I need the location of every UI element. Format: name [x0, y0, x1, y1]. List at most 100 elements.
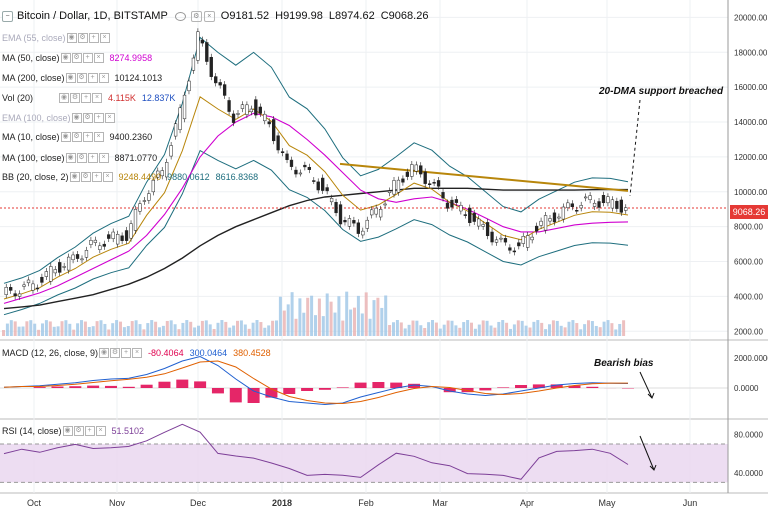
gear-icon[interactable]: ⚙: [76, 73, 87, 83]
x-tick-label: Nov: [109, 498, 126, 508]
close-icon[interactable]: ×: [93, 53, 104, 63]
symbol-title: Bitcoin / Dollar, 1D, BITSTAMP: [17, 10, 168, 22]
indicator-value: 4.115K: [108, 93, 136, 103]
gear-icon[interactable]: ⚙: [70, 93, 80, 103]
macd-histogram-bar: [336, 387, 349, 388]
gear-icon[interactable]: ⚙: [71, 132, 82, 142]
candle-body: [316, 181, 320, 191]
add-icon[interactable]: +: [88, 33, 99, 43]
volume-bar: [509, 328, 512, 336]
volume-bar: [317, 298, 321, 336]
volume-bar: [536, 320, 540, 336]
gear-icon[interactable]: ⚙: [80, 172, 91, 182]
candle-body: [156, 170, 160, 178]
candle-body: [610, 199, 615, 209]
candle-body: [35, 287, 40, 290]
volume-bar: [161, 325, 165, 336]
macd-add-icon[interactable]: +: [121, 348, 132, 358]
volume-bar: [427, 322, 431, 336]
candle-body: [289, 159, 294, 167]
close-icon[interactable]: ×: [99, 33, 110, 43]
eye-icon[interactable]: ◉: [60, 132, 71, 142]
macd-gear-icon[interactable]: ⚙: [110, 348, 121, 358]
candle-body: [107, 234, 111, 239]
candle-body: [606, 196, 610, 204]
volume-bar: [579, 329, 583, 336]
candle-body: [396, 179, 401, 193]
indicator-row: BB (20, close, 2) ◉ ⚙ + × 9248.4490 9880.0612 8…: [2, 170, 258, 184]
add-icon[interactable]: +: [81, 93, 91, 103]
eye-icon[interactable]: ◉: [71, 113, 82, 123]
add-icon[interactable]: +: [91, 172, 102, 182]
macd-histogram-bar: [515, 385, 528, 388]
candle-body: [503, 238, 508, 243]
macd-histogram-bar: [69, 386, 82, 388]
volume-bar: [146, 323, 150, 336]
gear-icon[interactable]: ⚙: [71, 53, 82, 63]
candle-body: [298, 172, 303, 175]
macd-eye-icon[interactable]: ◉: [99, 348, 110, 358]
macd-histogram-bar: [354, 382, 367, 388]
close-icon[interactable]: ×: [104, 113, 115, 123]
eye-icon[interactable]: ◉: [65, 73, 76, 83]
volume-bar: [321, 316, 325, 336]
volume-bar: [158, 327, 161, 336]
volume-bar: [169, 320, 173, 336]
close-icon[interactable]: ×: [93, 132, 104, 142]
add-icon[interactable]: +: [87, 153, 98, 163]
annotations: [629, 99, 657, 471]
eye-icon[interactable]: ◉: [69, 172, 80, 182]
eye-icon[interactable]: ◉: [66, 33, 77, 43]
volume-bar: [239, 320, 243, 336]
visibility-eye-icon[interactable]: [174, 11, 186, 21]
add-icon[interactable]: +: [87, 73, 98, 83]
candle-body: [147, 193, 151, 201]
volume-bar: [618, 323, 622, 336]
macd-histogram-bar: [390, 382, 403, 388]
candle-body: [378, 209, 383, 218]
close-x-icon[interactable]: ×: [203, 10, 215, 22]
volume-bar: [540, 322, 544, 336]
add-icon[interactable]: +: [82, 53, 93, 63]
close-icon[interactable]: ×: [92, 93, 102, 103]
candle-body: [463, 214, 467, 216]
volume-bar: [364, 292, 368, 336]
macd-line: [3, 355, 629, 406]
candle-body: [84, 250, 89, 258]
volume-bar: [185, 320, 189, 336]
candle-body: [258, 106, 262, 114]
eye-icon[interactable]: ◉: [59, 93, 69, 103]
close-icon[interactable]: ×: [98, 73, 109, 83]
macd-close-icon[interactable]: ×: [132, 348, 143, 358]
bollinger-band-fill: [3, 36, 629, 316]
close-icon[interactable]: ×: [98, 153, 109, 163]
volume-bar: [587, 320, 590, 336]
gear-icon[interactable]: ⚙: [82, 113, 93, 123]
candle-body: [552, 212, 557, 223]
rsi-close-icon[interactable]: ×: [95, 426, 106, 436]
add-icon[interactable]: +: [93, 113, 104, 123]
gear-icon[interactable]: ⚙: [76, 153, 87, 163]
candle-body: [485, 222, 490, 237]
candle-body: [597, 201, 601, 208]
eye-icon[interactable]: ◉: [65, 153, 76, 163]
macd-value-signal: 380.4528: [233, 348, 271, 358]
add-icon[interactable]: +: [82, 132, 93, 142]
volume-bar: [356, 295, 360, 336]
rsi-add-icon[interactable]: +: [84, 426, 95, 436]
price-tick-label: 10000.00: [734, 188, 768, 197]
ohlc-high: H9199.98: [275, 10, 323, 22]
price-tick-label: 14000.00: [734, 118, 768, 127]
candle-body: [173, 123, 178, 137]
settings-gear-icon[interactable]: ⚙: [190, 10, 202, 22]
close-icon[interactable]: ×: [102, 172, 113, 182]
rsi-gear-icon[interactable]: ⚙: [73, 426, 84, 436]
eye-icon[interactable]: ◉: [60, 53, 71, 63]
collapse-toggle-icon[interactable]: −: [2, 10, 13, 22]
volume-bar: [489, 325, 493, 336]
candle-body: [222, 84, 227, 96]
candle-body: [539, 220, 543, 226]
gear-icon[interactable]: ⚙: [77, 33, 88, 43]
volume-bar: [52, 326, 56, 336]
rsi-eye-icon[interactable]: ◉: [62, 426, 73, 436]
